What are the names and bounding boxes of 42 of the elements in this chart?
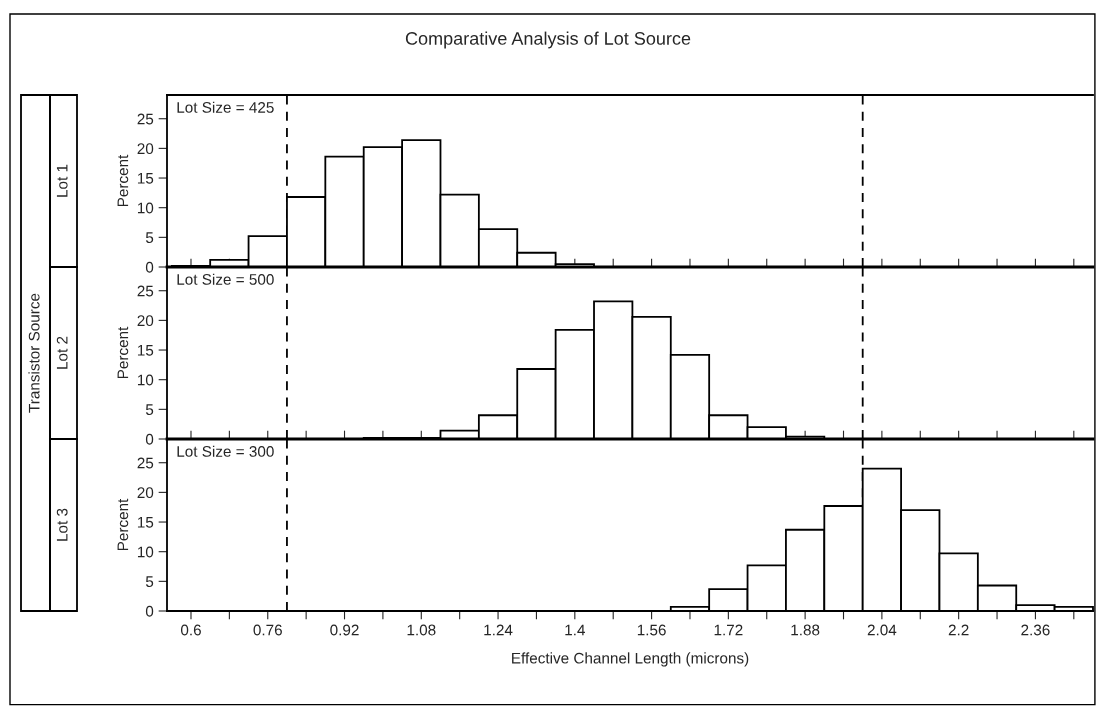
y-tick-label: 0 [145,605,154,617]
y-tick-label: 5 [145,232,154,244]
y-tick-label: 20 [137,315,154,327]
text: Transistor Source [28,293,40,413]
annotation: Lot Size = 500 [177,273,274,285]
x-tick-label: 1.24 [484,624,513,636]
x-tick-label: 1.4 [565,624,585,636]
y-tick-label: 0 [145,261,154,273]
y-tick-label: 0 [145,433,154,445]
x-tick-label: 0.92 [330,624,359,636]
x-tick-label: 0.6 [180,624,201,636]
y-tick-label: 15 [137,345,154,356]
y-tick-label: 10 [137,374,154,386]
x-tick-label: 1.08 [407,624,436,636]
y-axis-title: Percent [117,498,129,551]
y-tick-label: 25 [137,457,154,469]
x-tick-label: 2.2 [948,624,969,636]
annotation: Lot Size = 300 [177,445,274,457]
y-tick-label: 10 [137,546,154,558]
y-tick-label: 25 [137,113,154,125]
x-tick-label: 0.76 [253,624,282,636]
text: Lot 3 [56,508,68,541]
y-tick-label: 15 [137,173,154,184]
y-tick-label: 25 [137,285,154,297]
y-tick-label: 5 [145,576,154,588]
x-tick-label: 1.88 [791,624,820,636]
y-axis-title: Percent [117,154,129,207]
y-tick-label: 15 [137,517,154,528]
y-axis-title: Percent [117,326,129,379]
annotation: Lot Size = 425 [177,101,274,113]
x-tick-label: 1.72 [714,624,743,636]
text: Lot 1 [56,164,68,197]
x-tick-label: 2.04 [867,624,897,636]
text: Lot 2 [56,336,68,369]
y-tick-label: 20 [137,143,154,155]
x-tick-label: 1.56 [637,624,666,636]
y-tick-label: 20 [137,487,154,499]
x-axis-title: Effective Channel Length (microns) [512,652,749,667]
x-tick-label: 2.36 [1021,624,1050,636]
chart-title: Comparative Analysis of Lot Source [405,31,691,49]
y-tick-label: 5 [145,404,154,416]
y-tick-label: 10 [137,202,154,214]
